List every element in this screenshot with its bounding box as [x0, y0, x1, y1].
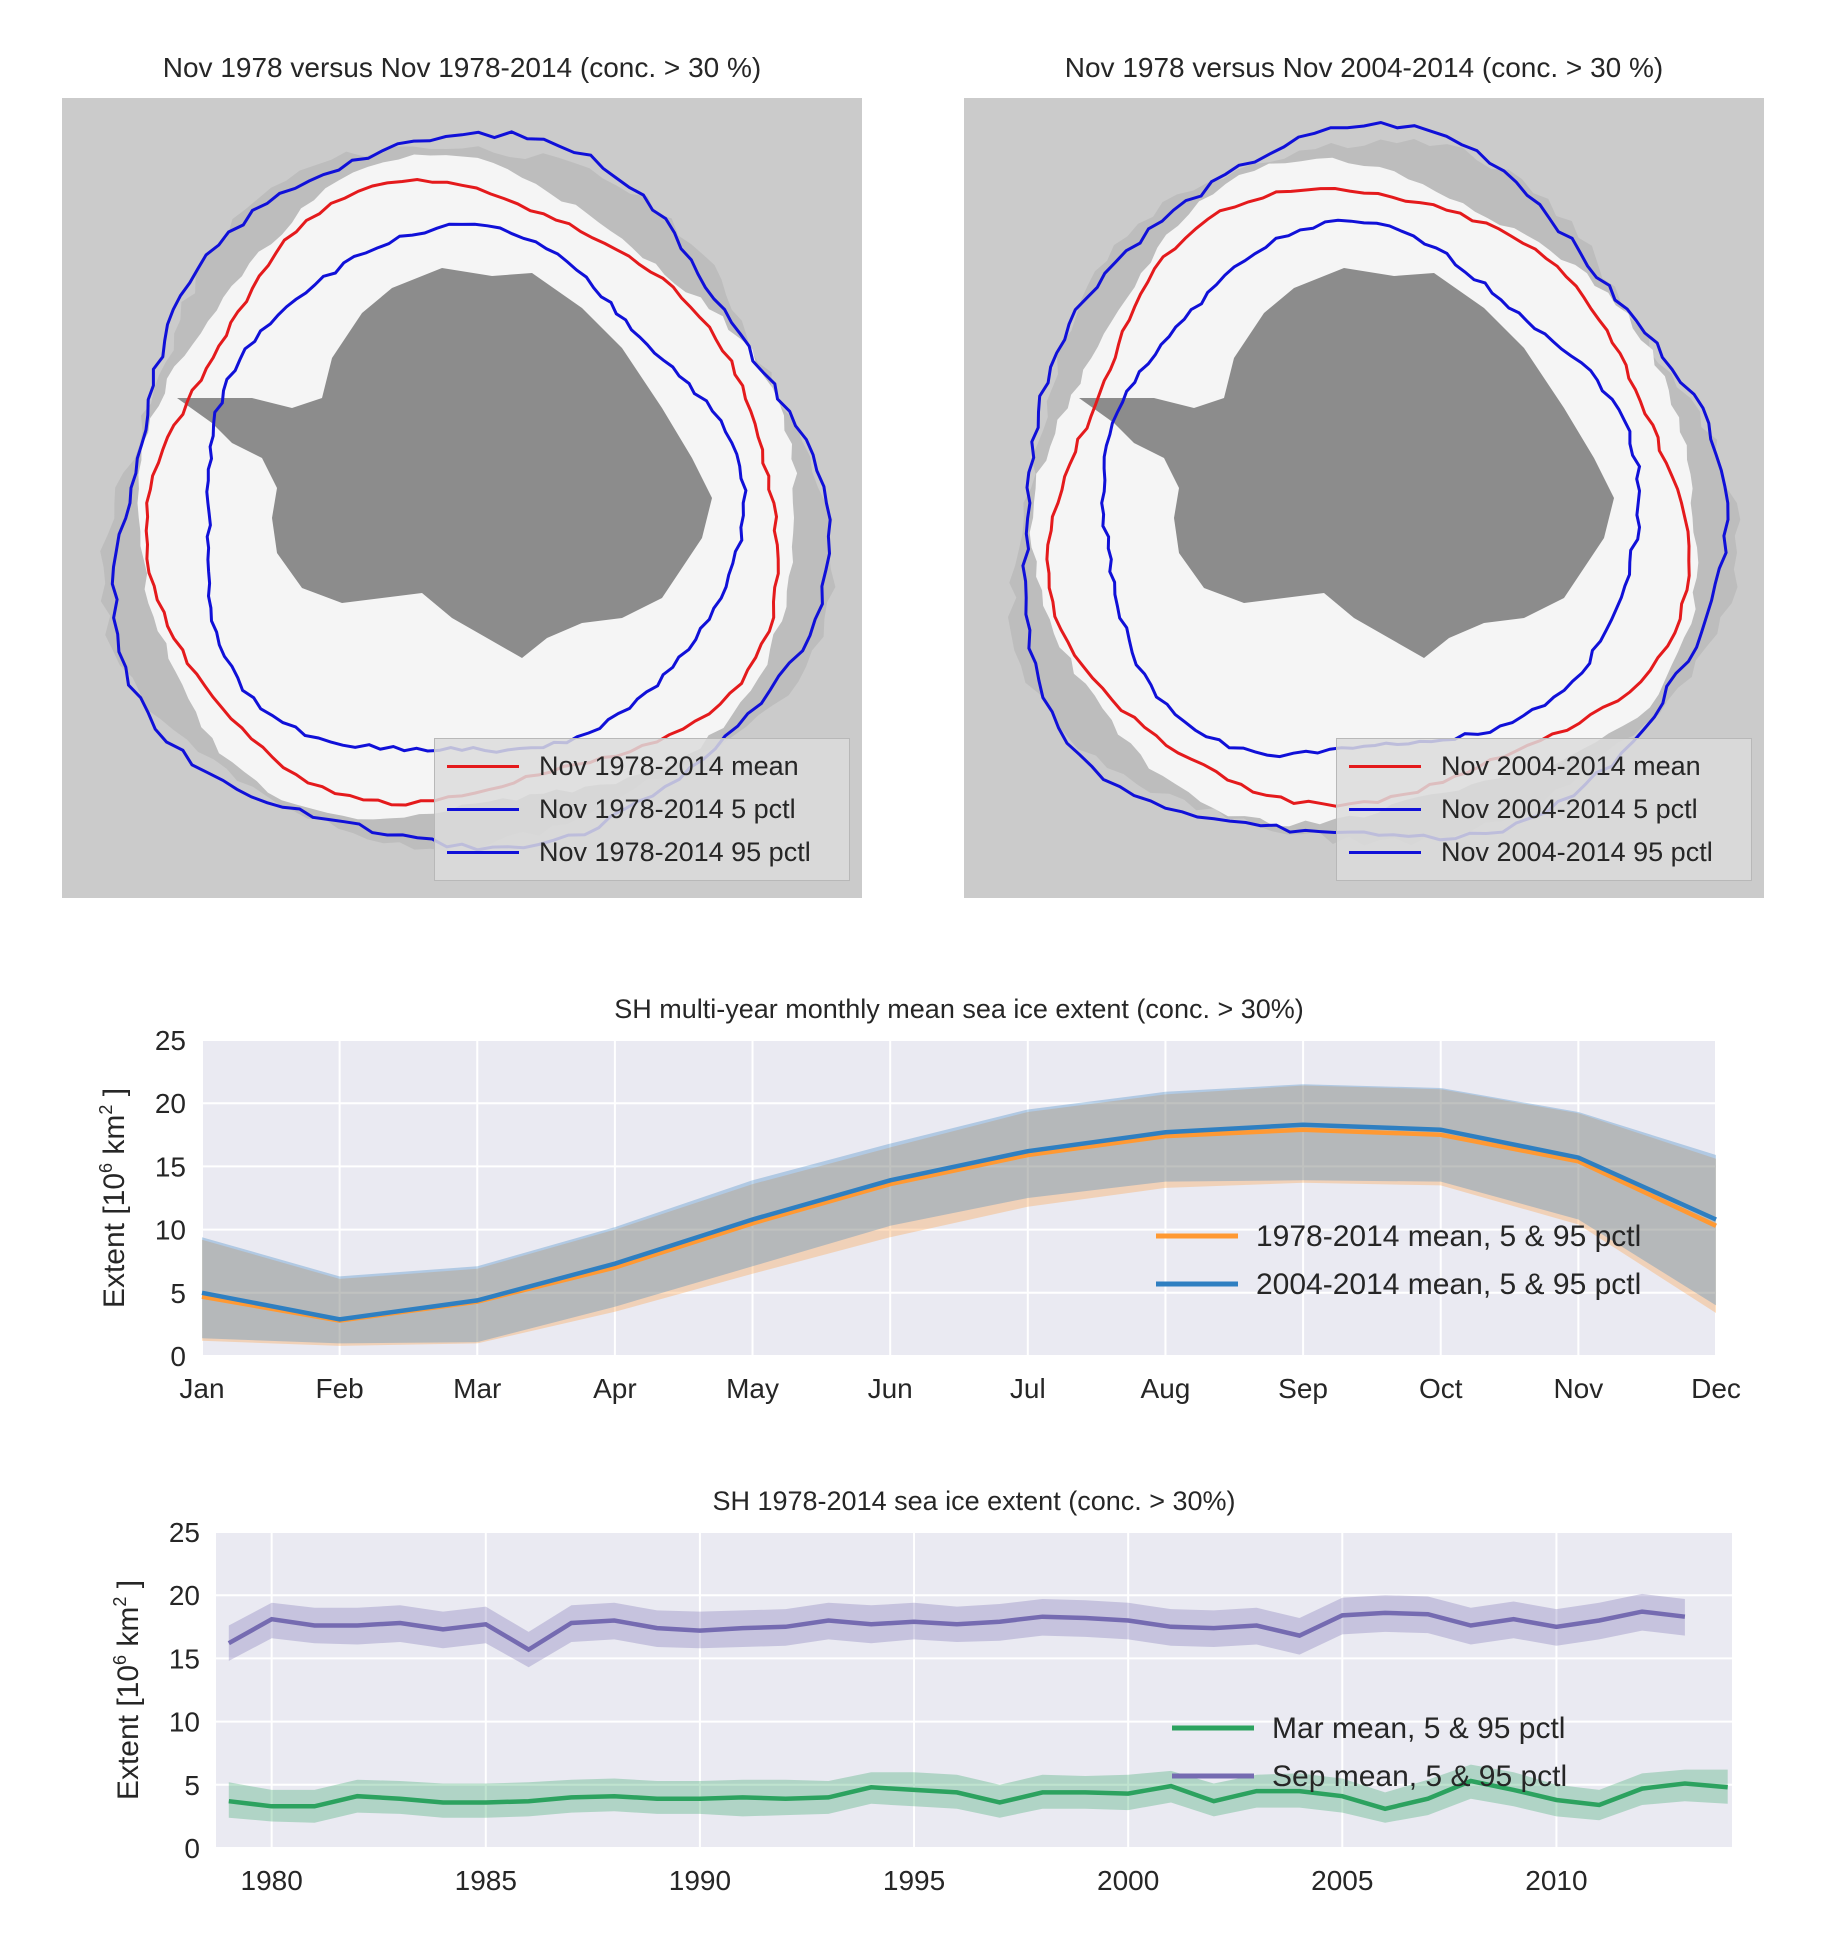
legend-label: Nov 1978-2014 mean [539, 751, 799, 781]
map-title: Nov 1978 versus Nov 1978-2014 (conc. > 3… [162, 52, 762, 83]
pctl5-contour [205, 222, 748, 754]
y-tick-label: 20 [169, 1580, 200, 1611]
x-tick-label: 1980 [241, 1865, 303, 1896]
legend-label: Nov 1978-2014 5 pctl [539, 794, 796, 824]
map-legend: Nov 2004-2014 mean Nov 2004-2014 5 pctl … [1336, 738, 1752, 881]
series-band-1 [228, 1593, 1685, 1668]
x-tick-label: 2000 [1097, 1865, 1159, 1896]
legend-label: Nov 2004-2014 5 pctl [1441, 794, 1698, 824]
y-axis-label-part: ] [112, 1580, 145, 1597]
legend-swatch [1349, 851, 1421, 854]
antarctic-map [100, 130, 836, 852]
x-tick-label: Nov [1553, 1373, 1603, 1404]
x-tick-label: Feb [316, 1373, 364, 1404]
antarctica-landmass [1079, 268, 1614, 658]
y-tick-label: 10 [155, 1215, 186, 1246]
pctl5-contour [1100, 218, 1642, 759]
y-axis-label-part: 6 [110, 1655, 130, 1665]
sea-ice-region [100, 130, 836, 852]
series-band-0 [228, 1764, 1728, 1823]
legend-swatch [447, 808, 519, 811]
legend-swatch [1349, 765, 1421, 768]
x-tick-label: Sep [1278, 1373, 1328, 1404]
y-axis-label-part: km [112, 1607, 145, 1655]
x-tick-label: Oct [1419, 1373, 1463, 1404]
y-axis-label-part: 6 [96, 1163, 116, 1173]
x-tick-label: 1990 [669, 1865, 731, 1896]
x-tick-label: Aug [1141, 1373, 1191, 1404]
y-axis-label-part: km [98, 1115, 131, 1163]
y-axis-label-part: 2 [96, 1105, 116, 1115]
legend-item-5pctl: Nov 1978-2014 5 pctl [447, 788, 837, 831]
y-axis-label: Extent [106 km2 ] [96, 1088, 131, 1308]
x-tick-label: 1995 [883, 1865, 945, 1896]
x-tick-label: Mar [453, 1373, 501, 1404]
legend-label: Sep mean, 5 & 95 pctl [1272, 1760, 1567, 1793]
legend-item-mean: Nov 2004-2014 mean [1349, 745, 1739, 788]
y-axis-label-part: Extent [10 [98, 1173, 131, 1308]
legend-label: 1978-2014 mean, 5 & 95 pctl [1256, 1220, 1641, 1253]
x-tick-label: Jan [179, 1373, 224, 1404]
x-tick-label: 1985 [455, 1865, 517, 1896]
map-plot-area: Nov 2004-2014 mean Nov 2004-2014 5 pctl … [964, 98, 1764, 898]
x-tick-label: Apr [593, 1373, 637, 1404]
legend-item-95pctl: Nov 1978-2014 95 pctl [447, 831, 837, 874]
legend-label: Nov 2004-2014 95 pctl [1441, 837, 1713, 867]
map-plot-area: Nov 1978-2014 mean Nov 1978-2014 5 pctl … [62, 98, 862, 898]
y-tick-label: 0 [184, 1833, 200, 1864]
x-tick-label: 2010 [1525, 1865, 1587, 1896]
legend-label: Nov 1978-2014 95 pctl [539, 837, 811, 867]
y-tick-label: 15 [155, 1151, 186, 1182]
legend-label: Nov 2004-2014 mean [1441, 751, 1701, 781]
x-tick-label: 2005 [1311, 1865, 1373, 1896]
y-axis-label-part: 2 [110, 1597, 130, 1607]
legend-label: Mar mean, 5 & 95 pctl [1272, 1712, 1565, 1745]
legend-item-95pctl: Nov 2004-2014 95 pctl [1349, 831, 1739, 874]
legend-label: 2004-2014 mean, 5 & 95 pctl [1256, 1268, 1641, 1301]
x-tick-label: Dec [1691, 1373, 1741, 1404]
monthly-extent-chart: SH multi-year monthly mean sea ice exten… [96, 994, 1741, 1404]
series-line-0 [228, 1778, 1728, 1812]
legend-swatch [447, 851, 519, 854]
map-panel-right: Nov 1978 versus Nov 2004-2014 (conc. > 3… [964, 52, 1764, 898]
series-band-1 [202, 1084, 1716, 1344]
y-tick-label: 15 [169, 1643, 200, 1674]
legend-swatch [1349, 808, 1421, 811]
y-axis-label: Extent [106 km2 ] [110, 1580, 145, 1800]
annual-extent-chart: SH 1978-2014 sea ice extent (conc. > 30%… [110, 1486, 1732, 1896]
map-panel-left: Nov 1978 versus Nov 1978-2014 (conc. > 3… [62, 52, 862, 898]
map-legend: Nov 1978-2014 mean Nov 1978-2014 5 pctl … [434, 738, 850, 881]
series-band-0 [202, 1085, 1716, 1346]
chart-title: SH multi-year monthly mean sea ice exten… [614, 994, 1304, 1024]
y-tick-label: 5 [184, 1770, 200, 1801]
antarctica-landmass [177, 268, 712, 658]
x-tick-label: May [726, 1373, 779, 1404]
x-tick-label: Jul [1010, 1373, 1046, 1404]
y-axis-label-part: Extent [10 [112, 1665, 145, 1800]
y-tick-label: 5 [170, 1278, 186, 1309]
y-tick-label: 25 [155, 1025, 186, 1056]
y-tick-label: 20 [155, 1088, 186, 1119]
legend-swatch [447, 765, 519, 768]
series-line-1 [201, 1122, 1717, 1322]
y-tick-label: 0 [170, 1341, 186, 1372]
map-title: Nov 1978 versus Nov 2004-2014 (conc. > 3… [1064, 52, 1664, 83]
legend-item-5pctl: Nov 2004-2014 5 pctl [1349, 788, 1739, 831]
x-tick-label: Jun [868, 1373, 913, 1404]
y-tick-label: 25 [169, 1517, 200, 1548]
chart-title: SH 1978-2014 sea ice extent (conc. > 30%… [712, 1486, 1235, 1516]
legend-item-mean: Nov 1978-2014 mean [447, 745, 837, 788]
y-axis-label-part: ] [98, 1088, 131, 1105]
y-tick-label: 10 [169, 1707, 200, 1738]
